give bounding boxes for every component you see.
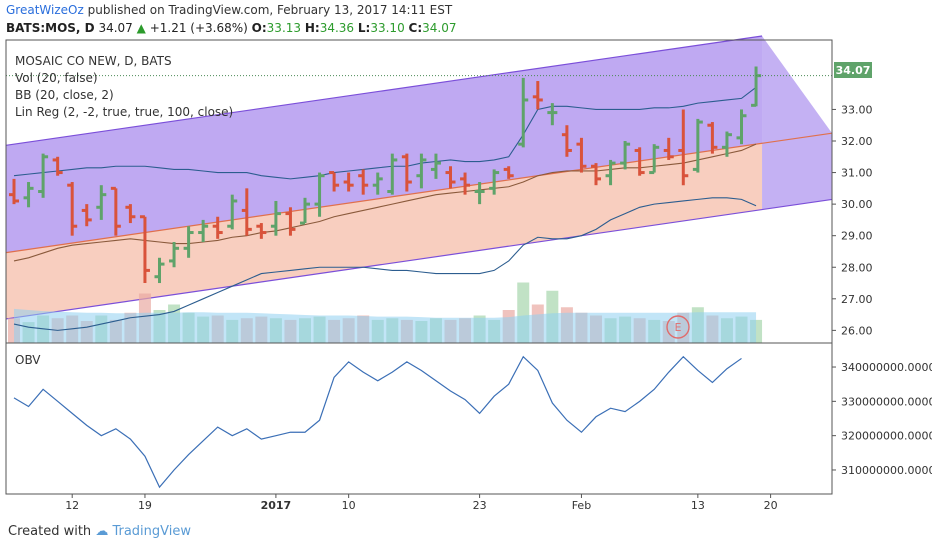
volume-ma-area bbox=[14, 308, 757, 343]
price-bars bbox=[6, 66, 832, 284]
legend-volume: Vol (20, false) bbox=[15, 71, 98, 85]
time-tick-label: 12 bbox=[65, 499, 79, 512]
bb-lower-line bbox=[13, 197, 757, 331]
price-tick-label: 32.00 bbox=[841, 135, 873, 148]
symbol-label: BATS:MOS, D bbox=[6, 21, 95, 35]
obv-line bbox=[13, 355, 742, 489]
bollinger-bands bbox=[13, 86, 757, 331]
author-link[interactable]: GreatWizeOz bbox=[6, 3, 84, 17]
publish-info: published on TradingView.com, February 1… bbox=[87, 3, 453, 17]
high-value: 34.36 bbox=[319, 21, 355, 35]
price-tick-label: 30.00 bbox=[841, 198, 873, 211]
channel-lower-fill bbox=[6, 143, 763, 319]
plot-frame bbox=[5, 39, 833, 495]
time-tick-label: 13 bbox=[691, 499, 705, 512]
last-price-marker bbox=[834, 62, 872, 78]
high-label: H: bbox=[304, 21, 320, 35]
legend-bb: BB (20, close, 2) bbox=[15, 88, 114, 102]
created-with: Created with bbox=[8, 524, 92, 539]
channel-upper-fill bbox=[6, 35, 763, 253]
open-label: O: bbox=[251, 21, 267, 35]
close-label: C: bbox=[408, 21, 423, 35]
price-tick-label: 33.00 bbox=[841, 103, 873, 116]
lin-reg-channel bbox=[5, 35, 833, 320]
time-tick-label: 2017 bbox=[261, 499, 292, 512]
tradingview-logo-icon: ☁ bbox=[95, 524, 109, 539]
last-price: 34.07 bbox=[98, 21, 133, 35]
change-value: +1.21 (+3.68%) bbox=[149, 21, 248, 35]
legend-linreg: Lin Reg (2, -2, true, true, 100, close) bbox=[15, 105, 233, 119]
earnings-marker[interactable] bbox=[666, 315, 690, 339]
axes: 26.00 27.00 28.00 29.00 30.00 31.00 32.00 33.00… bbox=[65, 103, 932, 512]
time-tick-label: 23 bbox=[473, 499, 487, 512]
quote-line: BATS:MOS, D 34.07 ▲ +1.21 (+3.68%) O:33.… bbox=[6, 21, 457, 35]
channel-upper-line bbox=[5, 35, 763, 146]
close-value: 34.07 bbox=[422, 21, 457, 35]
obv-tick-label: 320000000.0000 bbox=[841, 430, 932, 443]
time-tick-label: Feb bbox=[572, 499, 591, 512]
time-tick-label: 19 bbox=[138, 499, 152, 512]
tradingview-link[interactable]: TradingView bbox=[112, 524, 191, 539]
price-tick-label: 26.00 bbox=[841, 324, 873, 337]
up-arrow-icon: ▲ bbox=[136, 21, 146, 35]
publish-line: GreatWizeOz published on TradingView.com… bbox=[6, 3, 452, 17]
price-tick-label: 31.00 bbox=[841, 167, 873, 180]
low-label: L: bbox=[357, 21, 371, 35]
price-tick-label: 29.00 bbox=[841, 230, 873, 243]
obv-tick-label: 340000000.0000 bbox=[841, 361, 932, 374]
bb-upper-line bbox=[13, 86, 757, 180]
time-tick-label: 20 bbox=[764, 499, 778, 512]
price-tick-label: 27.00 bbox=[841, 293, 873, 306]
footer: Created with ☁ TradingView bbox=[8, 524, 191, 539]
bb-middle-line bbox=[13, 143, 757, 262]
earnings-marker-label: E bbox=[675, 321, 682, 334]
time-tick-label: 10 bbox=[342, 499, 356, 512]
obv-label: OBV bbox=[15, 353, 41, 367]
obv-pane bbox=[13, 355, 742, 489]
last-price-marker-text: 34.07 bbox=[836, 64, 871, 77]
obv-tick-label: 310000000.0000 bbox=[841, 464, 932, 477]
channel-extension bbox=[762, 35, 832, 210]
obv-tick-label: 330000000.0000 bbox=[841, 395, 932, 408]
price-tick-label: 28.00 bbox=[841, 261, 873, 274]
low-value: 33.10 bbox=[370, 21, 405, 35]
legend-title: MOSAIC CO NEW, D, BATS bbox=[15, 54, 172, 68]
open-value: 33.13 bbox=[266, 21, 302, 35]
